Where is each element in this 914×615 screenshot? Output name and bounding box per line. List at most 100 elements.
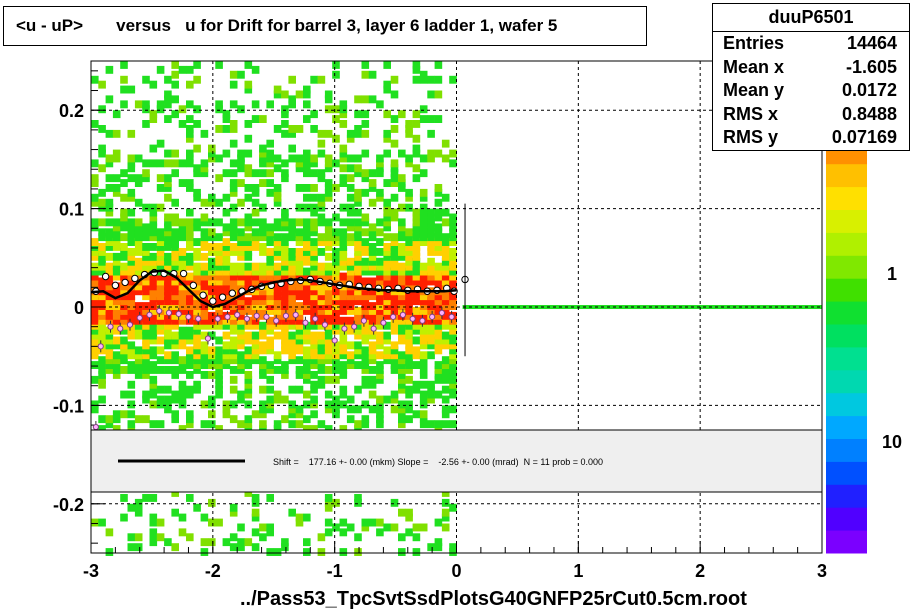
- heatmap-cell: [427, 395, 435, 404]
- heatmap-cell: [390, 341, 399, 350]
- heatmap-cell: [105, 366, 114, 374]
- heatmap-cell: [441, 218, 450, 227]
- heatmap-cell: [390, 361, 399, 369]
- heatmap-cell: [398, 508, 406, 517]
- heatmap-cell: [412, 233, 421, 242]
- heatmap-cell: [266, 267, 274, 276]
- heatmap-cell: [317, 375, 326, 384]
- heatmap-cell: [156, 385, 165, 394]
- heatmap-cell: [383, 277, 391, 286]
- heatmap-cell: [259, 248, 267, 256]
- heatmap-cell: [127, 420, 136, 429]
- heatmap-cell: [149, 528, 158, 537]
- heatmap-cell: [288, 267, 296, 276]
- heatmap-cell: [434, 213, 443, 222]
- heatmap-cell: [273, 164, 282, 173]
- heatmap-cell: [229, 159, 238, 168]
- heatmap-cell: [390, 297, 399, 306]
- heatmap-cell: [332, 287, 340, 296]
- heatmap-cell: [303, 356, 311, 365]
- heatmap-cell: [208, 400, 216, 409]
- heatmap-cell: [178, 302, 187, 310]
- heatmap-cell: [310, 385, 318, 394]
- heatmap-cell: [164, 193, 172, 202]
- heatmap-cell: [281, 282, 289, 291]
- heatmap-cell: [281, 395, 289, 404]
- heatmap-cell: [259, 233, 267, 242]
- heatmap-cell: [332, 70, 340, 79]
- heatmap-cell: [317, 174, 326, 183]
- heatmap-cell: [324, 366, 333, 374]
- heatmap-cell: [419, 297, 428, 306]
- heatmap-cell: [405, 375, 413, 384]
- heatmap-cell: [273, 548, 282, 556]
- heatmap-cell: [324, 95, 333, 104]
- heatmap-cell: [229, 223, 238, 232]
- heatmap-cell: [405, 366, 413, 374]
- heatmap-cell: [193, 361, 201, 369]
- heatmap-cell: [222, 257, 231, 266]
- heatmap-cell: [178, 425, 187, 433]
- heatmap-cell: [186, 351, 194, 360]
- heatmap-cell: [215, 198, 223, 207]
- heatmap-cell: [339, 228, 348, 237]
- heatmap-cell: [441, 395, 450, 404]
- heatmap-cell: [127, 248, 136, 256]
- heatmap-cell: [171, 351, 179, 360]
- heatmap-cell: [127, 410, 136, 419]
- heatmap-cell: [390, 523, 399, 532]
- heatmap-cell: [412, 297, 421, 306]
- heatmap-cell: [193, 331, 201, 340]
- heatmap-cell: [434, 184, 443, 192]
- heatmap-cell: [120, 262, 128, 271]
- heatmap-cell: [376, 395, 384, 404]
- heatmap-cell: [303, 164, 311, 173]
- heatmap-cell: [434, 208, 443, 217]
- heatmap-cell: [332, 213, 340, 222]
- heatmap-cell: [383, 262, 391, 271]
- heatmap-cell: [346, 292, 355, 301]
- heatmap-cell: [449, 331, 457, 340]
- heatmap-cell: [398, 361, 406, 369]
- heatmap-cell: [354, 164, 362, 173]
- heatmap-cell: [376, 297, 384, 306]
- heatmap-cell: [441, 410, 450, 419]
- heatmap-cell: [441, 252, 450, 261]
- heatmap-cell: [142, 292, 150, 301]
- heatmap-cell: [368, 223, 377, 232]
- heatmap-cell: [120, 494, 128, 502]
- heatmap-cell: [281, 129, 289, 138]
- heatmap-cell: [98, 375, 106, 384]
- heatmap-cell: [390, 75, 399, 84]
- heatmap-cell: [156, 228, 165, 237]
- heatmap-cell: [120, 267, 128, 276]
- heatmap-cell: [434, 361, 443, 369]
- heatmap-cell: [127, 154, 136, 163]
- heatmap-cell: [376, 307, 384, 315]
- heatmap-cell: [441, 498, 450, 507]
- heatmap-cell: [127, 85, 136, 94]
- heatmap-cell: [127, 400, 136, 409]
- heatmap-cell: [317, 262, 326, 271]
- heatmap-cell: [398, 149, 406, 158]
- heatmap-cell: [142, 307, 150, 315]
- heatmap-cell: [127, 193, 136, 202]
- heatmap-cell: [186, 80, 194, 89]
- heatmap-cell: [98, 164, 106, 173]
- heatmap-cell: [332, 292, 340, 301]
- heatmap-cell: [339, 341, 348, 350]
- heatmap-cell: [295, 385, 304, 394]
- heatmap-cell: [288, 346, 296, 355]
- heatmap-cell: [186, 331, 194, 340]
- heatmap-cell: [164, 159, 172, 168]
- heatmap-cell: [215, 385, 223, 394]
- heatmap-cell: [412, 346, 421, 355]
- heatmap-cell: [208, 351, 216, 360]
- heatmap-cell: [120, 223, 128, 232]
- heatmap-cell: [91, 307, 99, 315]
- heatmap-cell: [303, 238, 311, 246]
- heatmap-cell: [441, 366, 450, 374]
- heatmap-cell: [398, 243, 406, 251]
- heatmap-cell: [259, 169, 267, 178]
